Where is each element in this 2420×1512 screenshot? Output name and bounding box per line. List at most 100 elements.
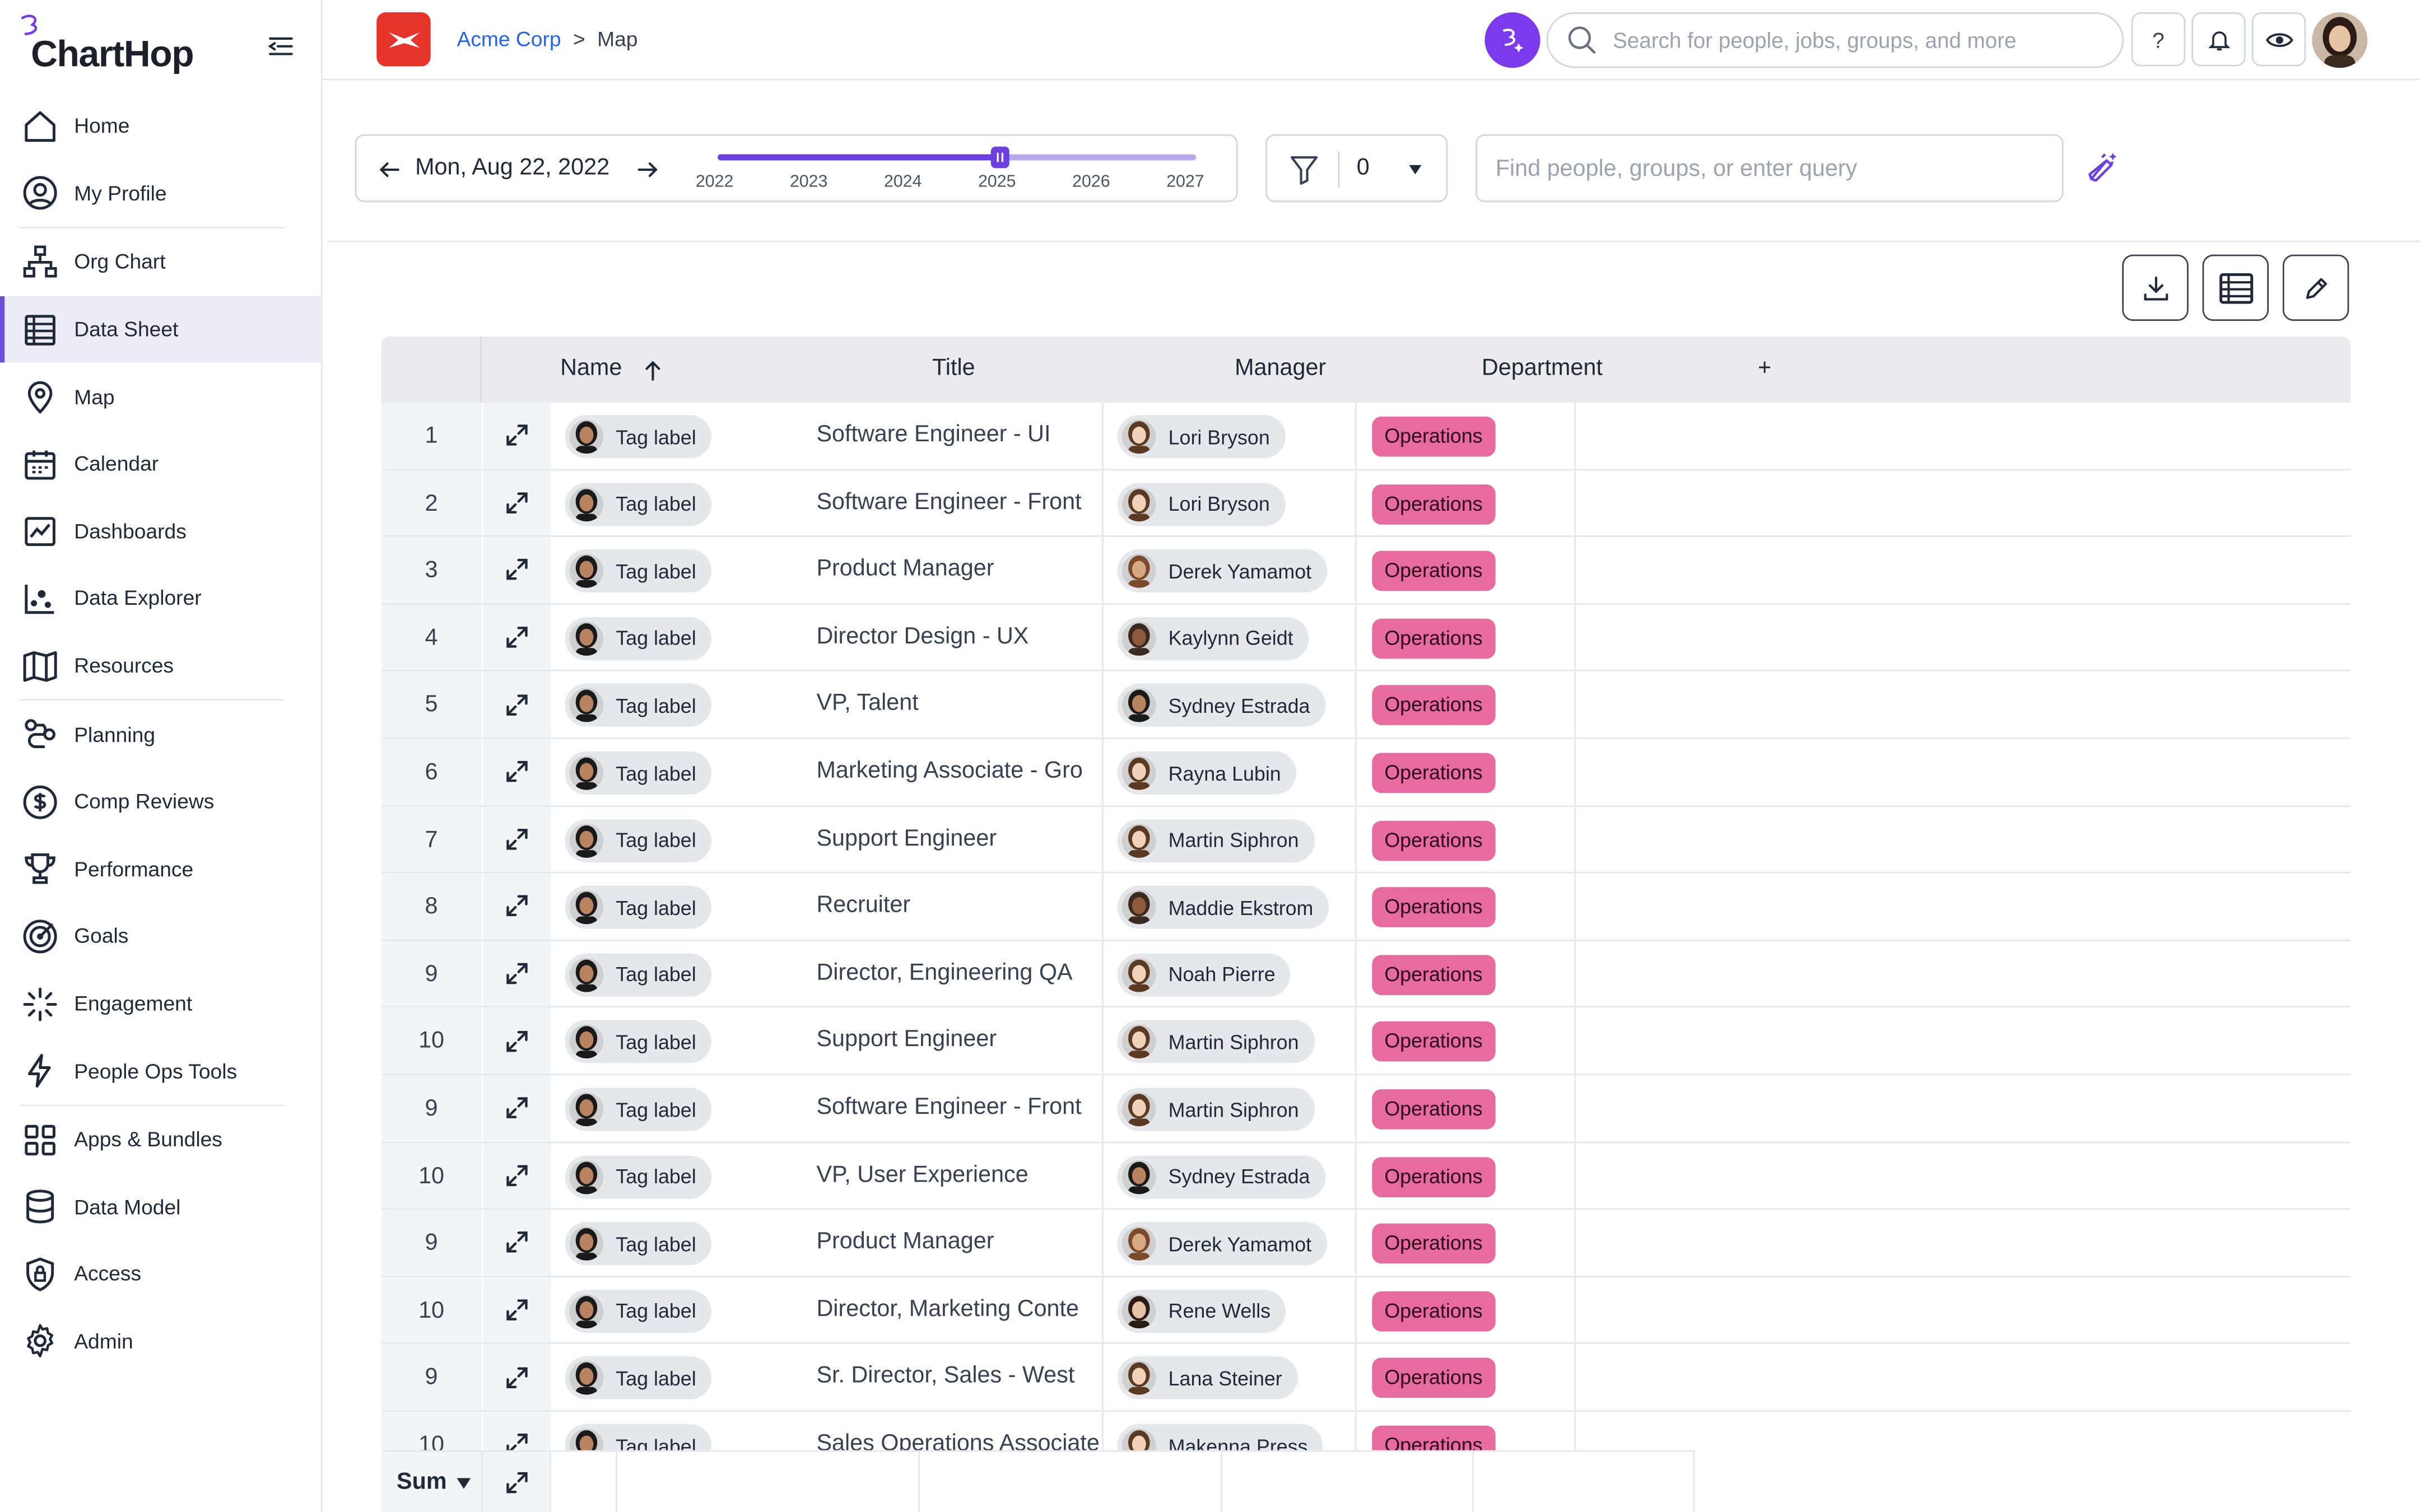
manager-chip[interactable]: Sydney Estrada [1117,684,1326,727]
person-chip[interactable]: Tag label [565,1424,712,1450]
sidebar-item-resources[interactable]: Resources [0,632,323,699]
department-cell[interactable]: Operations [1358,604,1576,670]
manager-cell[interactable]: Sydney Estrada [1105,1142,1357,1208]
table-row[interactable]: 10 Tag label Sales Operations Associate Mak… [381,1411,2351,1450]
name-cell[interactable]: Tag label Software Engineer - Front [552,470,1104,536]
table-row[interactable]: 3 Tag label Product Manager Derek Yamamot Op… [381,537,2351,605]
manager-cell[interactable]: Maddie Ekstrom [1105,873,1357,940]
table-row[interactable]: 8 Tag label Recruiter Maddie Ekstrom Operati… [381,873,2351,941]
manager-chip[interactable]: Makenna Press [1117,1424,1324,1450]
sidebar-item-org-chart[interactable]: Org Chart [0,228,323,296]
magic-wand-icon[interactable] [2085,148,2122,185]
person-chip[interactable]: Tag label [565,684,712,727]
manager-cell[interactable]: Makenna Press [1105,1411,1357,1450]
edit-button[interactable] [2282,254,2349,321]
name-cell[interactable]: Tag label Software Engineer - UI [552,403,1104,469]
sidebar-item-data-sheet[interactable]: Data Sheet [0,296,323,363]
search-input[interactable] [1613,27,2107,53]
department-cell[interactable]: Operations [1358,941,1576,1007]
query-input[interactable] [1495,155,2051,181]
timeline-slider[interactable] [718,146,1197,169]
table-row[interactable]: 9 Tag label Software Engineer - Front Marti… [381,1075,2351,1143]
expand-row-button[interactable] [483,1277,551,1343]
table-row[interactable]: 9 Tag label Product Manager Derek Yamamot Op… [381,1210,2351,1277]
person-chip[interactable]: Tag label [565,617,712,660]
manager-chip[interactable]: Lori Bryson [1117,415,1286,459]
manager-cell[interactable]: Derek Yamamot [1105,1210,1357,1276]
charthop-logo[interactable]: ChartHop [20,15,194,77]
expand-row-button[interactable] [483,1142,551,1208]
name-cell[interactable]: Tag label Support Engineer [552,1008,1104,1074]
expand-row-button[interactable] [483,739,551,805]
expand-row-button[interactable] [483,537,551,603]
manager-cell[interactable]: Martin Siphron [1105,806,1357,872]
manager-cell[interactable]: Martin Siphron [1105,1008,1357,1074]
manager-chip[interactable]: Rene Wells [1117,1289,1286,1333]
table-row[interactable]: 6 Tag label Marketing Associate - Gro Rayna… [381,739,2351,806]
manager-cell[interactable]: Derek Yamamot [1105,537,1357,603]
sum-expand-cell[interactable] [483,1452,551,1512]
department-cell[interactable]: Operations [1358,537,1576,603]
sort-ascending-icon[interactable] [644,360,662,381]
company-logo[interactable] [376,12,431,67]
department-cell[interactable]: Operations [1358,1008,1576,1074]
table-row[interactable]: 5 Tag label VP, Talent Sydney Estrada Operat… [381,671,2351,739]
department-cell[interactable]: Operations [1358,1411,1576,1450]
timeline-slider-handle[interactable] [990,146,1009,169]
manager-cell[interactable]: Rayna Lubin [1105,739,1357,805]
name-cell[interactable]: Tag label Marketing Associate - Gro [552,739,1104,805]
sidebar-item-admin[interactable]: Admin [0,1308,323,1375]
name-cell[interactable]: Tag label Director, Engineering QA [552,941,1104,1007]
col-title-header[interactable]: Title [932,354,975,381]
person-chip[interactable]: Tag label [565,1155,712,1198]
arrow-right-icon[interactable] [636,157,660,182]
manager-chip[interactable]: Derek Yamamot [1117,1222,1327,1266]
person-chip[interactable]: Tag label [565,751,712,795]
person-chip[interactable]: Tag label [565,549,712,593]
filter-selector[interactable]: 0 [1265,134,1448,202]
manager-cell[interactable]: Sydney Estrada [1105,671,1357,738]
manager-chip[interactable]: Martin Siphron [1117,1088,1315,1131]
person-chip[interactable]: Tag label [565,1020,712,1064]
manager-chip[interactable]: Noah Pierre [1117,953,1291,997]
breadcrumb-org-link[interactable]: Acme Corp [457,27,561,51]
table-view-button[interactable] [2202,254,2269,321]
ai-assistant-button[interactable] [1484,12,1541,68]
sidebar-item-data-model[interactable]: Data Model [0,1173,323,1240]
sum-label-cell[interactable]: Sum [381,1452,483,1512]
manager-cell[interactable]: Lori Bryson [1105,470,1357,536]
expand-row-button[interactable] [483,941,551,1007]
name-cell[interactable]: Tag label Product Manager [552,1210,1104,1276]
person-chip[interactable]: Tag label [565,818,712,862]
person-chip[interactable]: Tag label [565,482,712,526]
sidebar-item-data-explorer[interactable]: Data Explorer [0,565,323,632]
name-cell[interactable]: Tag label Software Engineer - Front [552,1075,1104,1141]
add-column-button[interactable]: + [1758,354,1772,381]
person-chip[interactable]: Tag label [565,415,712,459]
expand-row-button[interactable] [483,403,551,469]
manager-cell[interactable]: Kaylynn Geidt [1105,604,1357,670]
global-search[interactable] [1546,12,2124,68]
expand-row-button[interactable] [483,1344,551,1411]
manager-chip[interactable]: Martin Siphron [1117,1020,1315,1064]
expand-row-button[interactable] [483,1411,551,1450]
person-chip[interactable]: Tag label [565,885,712,930]
expand-row-button[interactable] [483,873,551,940]
name-cell[interactable]: Tag label VP, Talent [552,671,1104,738]
department-cell[interactable]: Operations [1358,403,1576,469]
name-cell[interactable]: Tag label Sr. Director, Sales - West [552,1344,1104,1411]
expand-row-button[interactable] [483,1008,551,1074]
table-row[interactable]: 2 Tag label Software Engineer - Front Lori … [381,470,2351,538]
expand-row-button[interactable] [483,604,551,670]
collapse-sidebar-icon[interactable] [266,31,296,62]
manager-cell[interactable]: Noah Pierre [1105,941,1357,1007]
department-cell[interactable]: Operations [1358,873,1576,940]
user-avatar[interactable] [2312,12,2368,68]
manager-cell[interactable]: Rene Wells [1105,1277,1357,1343]
sidebar-item-calendar[interactable]: Calendar [0,431,323,498]
department-cell[interactable]: Operations [1358,1142,1576,1208]
manager-chip[interactable]: Sydney Estrada [1117,1155,1326,1198]
sidebar-item-apps-bundles[interactable]: Apps & Bundles [0,1106,323,1173]
name-cell[interactable]: Tag label Director Design - UX [552,604,1104,670]
name-cell[interactable]: Tag label Sales Operations Associate [552,1411,1104,1450]
